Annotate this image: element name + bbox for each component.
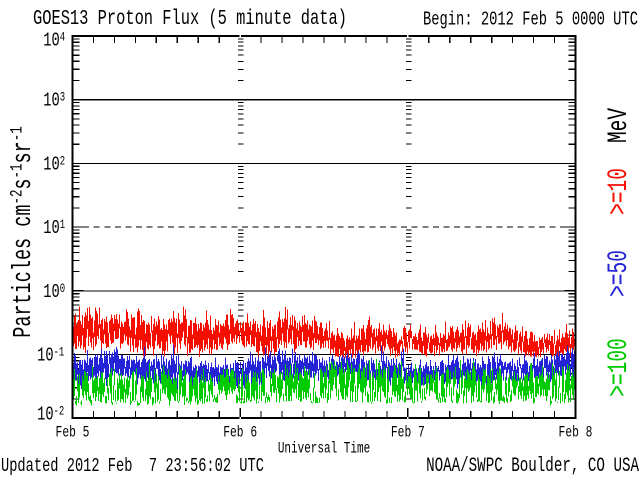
svg-text:GOES13 Proton Flux (5 minute d: GOES13 Proton Flux (5 minute data) xyxy=(33,6,347,31)
svg-text:Feb 7: Feb 7 xyxy=(391,424,425,442)
svg-text:10-2: 10-2 xyxy=(37,405,64,427)
svg-text:101: 101 xyxy=(43,218,65,240)
svg-text:>=50: >=50 xyxy=(604,250,635,297)
svg-text:Updated 2012 Feb 7 23:56:02 U: Updated 2012 Feb 7 23:56:02 UTC xyxy=(1,456,264,478)
svg-text:>=10: >=10 xyxy=(604,168,635,215)
svg-text:102: 102 xyxy=(43,154,65,176)
svg-text:10-1: 10-1 xyxy=(37,346,65,368)
svg-text:MeV: MeV xyxy=(604,107,635,143)
svg-text:100: 100 xyxy=(43,282,65,304)
svg-text:Begin: 2012 Feb 5 0000 UTC: Begin: 2012 Feb 5 0000 UTC xyxy=(423,10,638,32)
svg-text:NOAA/SWPC Boulder, CO USA: NOAA/SWPC Boulder, CO USA xyxy=(426,456,639,478)
svg-text:Feb 6: Feb 6 xyxy=(223,424,257,442)
svg-text:Particles cm-2s-1sr-1: Particles cm-2s-1sr-1 xyxy=(7,126,38,337)
svg-text:Universal Time: Universal Time xyxy=(278,441,370,458)
svg-text:103: 103 xyxy=(43,91,65,113)
svg-text:Feb 5: Feb 5 xyxy=(56,424,90,442)
svg-text:>=100: >=100 xyxy=(604,338,635,397)
svg-text:Feb 8: Feb 8 xyxy=(559,424,593,442)
svg-text:104: 104 xyxy=(43,31,65,53)
